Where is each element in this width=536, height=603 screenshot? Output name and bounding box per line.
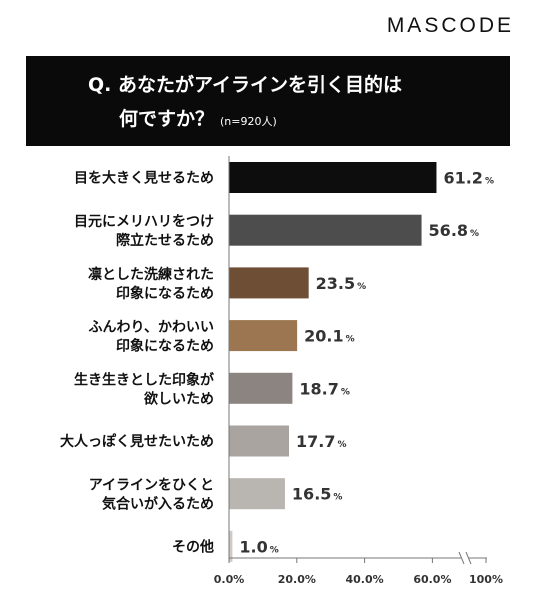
x-tick-label-5: 100% (469, 573, 503, 586)
value-label-5: 18.7% (299, 379, 350, 398)
category-label-1: 目を大きく見せるため (74, 170, 214, 187)
value-label-1: 61.2% (443, 169, 494, 188)
bar-1 (229, 162, 437, 193)
bar-4 (229, 320, 298, 352)
x-tick-label-3: 40.0% (346, 573, 384, 586)
category-label-2-line-1: 目元にメリハリをつけ (74, 214, 214, 230)
bar-7 (229, 478, 285, 510)
value-label-2: 56.8% (429, 221, 480, 240)
value-label-3: 23.5% (316, 274, 367, 293)
x-tick-label-4: 60.0% (413, 573, 451, 586)
category-label-5-line-2: 欲しいため (143, 390, 214, 407)
category-label-3-line-1: 凛とした洗練された (88, 266, 214, 283)
sample-size: (n=920人) (220, 115, 277, 128)
axis-break-mark-1 (458, 551, 465, 565)
category-label-2-line-2: 際立たせるため (116, 232, 214, 249)
bar-8 (229, 530, 233, 562)
question-line-2-text: 何ですか？ (119, 108, 215, 130)
category-label-6: 大人っぽく見せたいため (60, 433, 214, 450)
bar-3 (229, 267, 309, 299)
category-label-8: その他 (172, 538, 214, 555)
category-label-7-line-2: 気合いが入るため (102, 496, 214, 513)
axis-break-mark-2 (465, 551, 472, 565)
value-label-7: 16.5% (292, 485, 343, 504)
x-tick-label-2: 20.0% (278, 573, 316, 586)
category-label-4-line-2: 印象になるため (116, 338, 214, 355)
question-line-2: 何ですか？ (n=920人) (119, 104, 277, 131)
question-line-1: Q. あなたがアイラインを引く目的は (88, 74, 403, 96)
category-label-3-line-2: 印象になるため (116, 285, 214, 302)
x-tick-label-1: 0.0% (214, 573, 245, 586)
brand-logo: MASCODE (386, 14, 514, 37)
category-label-7-line-1: アイラインをひくと (89, 478, 214, 494)
value-label-4: 20.1% (304, 327, 355, 346)
bar-2 (229, 214, 422, 246)
bar-6 (229, 425, 290, 457)
value-label-6: 17.7% (296, 432, 347, 451)
category-label-5-line-1: 生き生きとした印象が (74, 371, 215, 388)
value-label-8: 1.0% (239, 537, 278, 556)
category-label-4-line-1: ふんわり、かわいい (89, 320, 214, 336)
question-box: Q. あなたがアイラインを引く目的は 何ですか？ (n=920人) (26, 56, 510, 146)
bar-5 (229, 372, 293, 404)
